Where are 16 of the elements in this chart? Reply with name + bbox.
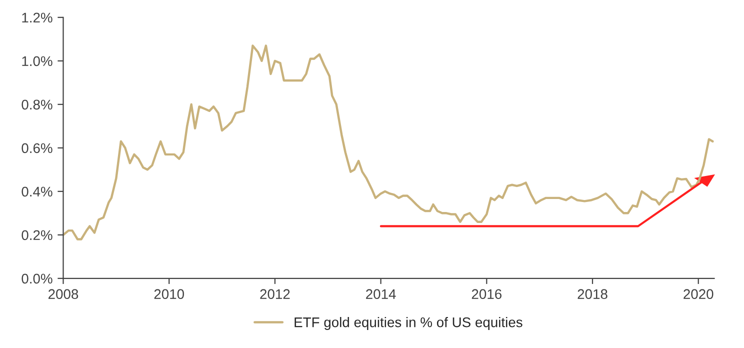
x-tick-label: 2020 — [684, 289, 714, 300]
legend-label: ETF gold equities in % of US equities — [294, 317, 522, 330]
y-tick-label: 0.2% — [22, 230, 52, 240]
x-tick-label: 2010 — [154, 289, 184, 300]
x-tick-label: 2008 — [48, 289, 78, 300]
y-tick-label: 1.0% — [22, 56, 52, 66]
y-tick-label: 1.2% — [22, 12, 52, 23]
y-tick-label: 0.8% — [22, 100, 52, 110]
y-tick-label: 0.0% — [22, 274, 52, 284]
x-tick-label: 2016 — [472, 289, 502, 300]
x-tick-label: 2012 — [260, 289, 290, 300]
x-tick-label: 2014 — [366, 289, 396, 300]
y-tick-label: 0.4% — [22, 186, 52, 197]
y-tick-label: 0.6% — [22, 143, 52, 154]
line-series — [63, 44, 714, 240]
x-tick-label: 2018 — [578, 289, 608, 300]
